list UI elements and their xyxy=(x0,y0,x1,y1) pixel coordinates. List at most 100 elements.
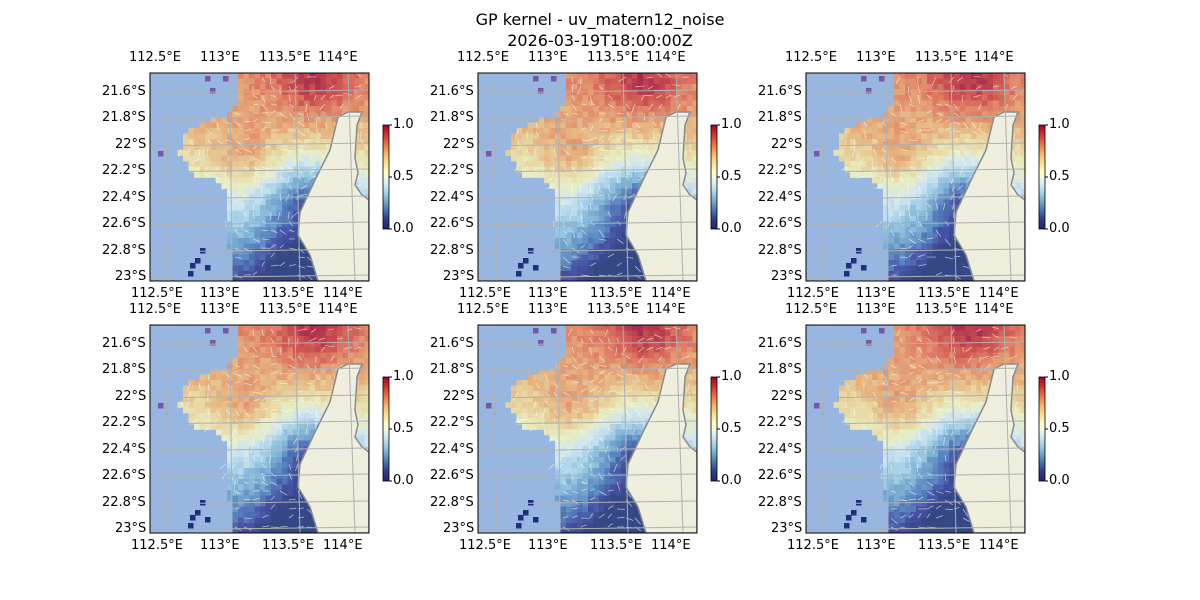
field-cell xyxy=(293,440,299,447)
field-cell xyxy=(271,517,277,524)
field-cell xyxy=(905,111,911,118)
field-cell xyxy=(199,391,206,397)
field-cell xyxy=(888,128,895,134)
field-cell xyxy=(1015,177,1021,184)
field-cell xyxy=(538,133,545,140)
field-cell xyxy=(993,78,999,85)
field-cell xyxy=(364,106,369,112)
field-cell xyxy=(282,243,288,250)
field-cell xyxy=(271,435,277,441)
quiver-arrow xyxy=(290,211,299,219)
quiver-arrow xyxy=(652,139,658,144)
field-cell xyxy=(282,177,288,184)
quiver-arrow xyxy=(252,454,256,461)
field-cell xyxy=(331,73,338,79)
field-cell xyxy=(905,276,911,281)
field-cell xyxy=(676,89,682,96)
field-cell xyxy=(287,133,294,140)
field-cell xyxy=(681,106,688,112)
field-cell xyxy=(932,227,939,233)
field-cell xyxy=(227,133,233,140)
field-cell xyxy=(692,161,697,167)
field-cell xyxy=(298,100,305,107)
field-cell xyxy=(238,490,244,496)
field-cell xyxy=(243,232,250,239)
field-cell xyxy=(555,210,561,217)
field-cell xyxy=(654,144,660,151)
field-cell xyxy=(183,150,189,156)
field-cell xyxy=(588,177,594,184)
field-cell xyxy=(293,265,299,272)
field-cell xyxy=(282,227,288,233)
field-cell xyxy=(195,510,201,516)
field-cell xyxy=(1015,144,1021,151)
field-cell xyxy=(249,380,255,386)
lon-gridline xyxy=(164,73,170,281)
field-cell xyxy=(287,100,294,107)
field-cell xyxy=(899,183,906,189)
field-cell xyxy=(549,117,556,123)
field-cell xyxy=(210,369,217,375)
field-cell xyxy=(687,122,693,129)
field-cell xyxy=(588,330,594,337)
field-cell xyxy=(293,385,299,392)
field-cell xyxy=(523,258,529,264)
field-cell xyxy=(243,407,250,414)
field-cell xyxy=(582,271,589,277)
field-cell xyxy=(304,144,310,151)
field-cell xyxy=(621,210,627,217)
quiver-arrow xyxy=(926,128,935,132)
field-cell xyxy=(249,111,255,118)
field-cell xyxy=(916,84,922,90)
field-cell xyxy=(265,216,272,222)
field-cell xyxy=(582,188,589,195)
field-cell xyxy=(566,117,572,123)
field-cell xyxy=(615,122,622,129)
field-cell xyxy=(954,144,961,151)
field-cell xyxy=(582,172,589,178)
field-cell xyxy=(927,265,933,272)
field-cell xyxy=(271,418,277,425)
field-cell xyxy=(304,249,310,255)
field-cell xyxy=(282,166,288,173)
quiver-arrow xyxy=(305,103,308,112)
field-cell xyxy=(271,336,277,342)
field-cell xyxy=(320,369,327,375)
field-cell xyxy=(571,166,578,173)
field-cell xyxy=(298,347,305,353)
field-cell xyxy=(359,73,365,79)
field-cell xyxy=(216,413,222,419)
field-cell xyxy=(637,276,644,281)
field-cell xyxy=(243,172,250,178)
field-cell xyxy=(232,396,239,403)
field-cell xyxy=(227,161,233,167)
field-cell xyxy=(309,128,316,134)
field-cell xyxy=(582,155,589,162)
quiver-arrow xyxy=(616,130,625,132)
field-cell xyxy=(254,260,261,266)
field-cell xyxy=(287,183,294,189)
field-cell xyxy=(938,122,944,129)
field-cell xyxy=(309,276,316,281)
field-cell xyxy=(243,446,250,452)
field-cell xyxy=(544,128,550,134)
field-cell xyxy=(282,84,288,90)
field-cell xyxy=(687,78,693,85)
field-cell xyxy=(998,95,1005,101)
field-cell xyxy=(932,232,939,239)
field-cell xyxy=(194,418,200,425)
field-cell xyxy=(626,139,633,145)
field-cell xyxy=(888,161,895,167)
field-cell xyxy=(560,172,567,178)
field-cell xyxy=(676,325,682,331)
field-cell xyxy=(883,144,889,151)
field-cell xyxy=(364,429,369,436)
field-cell xyxy=(692,78,697,85)
field-cell xyxy=(260,89,266,96)
field-cell xyxy=(254,84,261,90)
field-cell xyxy=(872,177,878,184)
quiver-arrow xyxy=(270,355,277,358)
quiver-arrow xyxy=(207,373,210,381)
field-cell xyxy=(916,232,922,239)
quiver-arrow xyxy=(871,157,874,166)
